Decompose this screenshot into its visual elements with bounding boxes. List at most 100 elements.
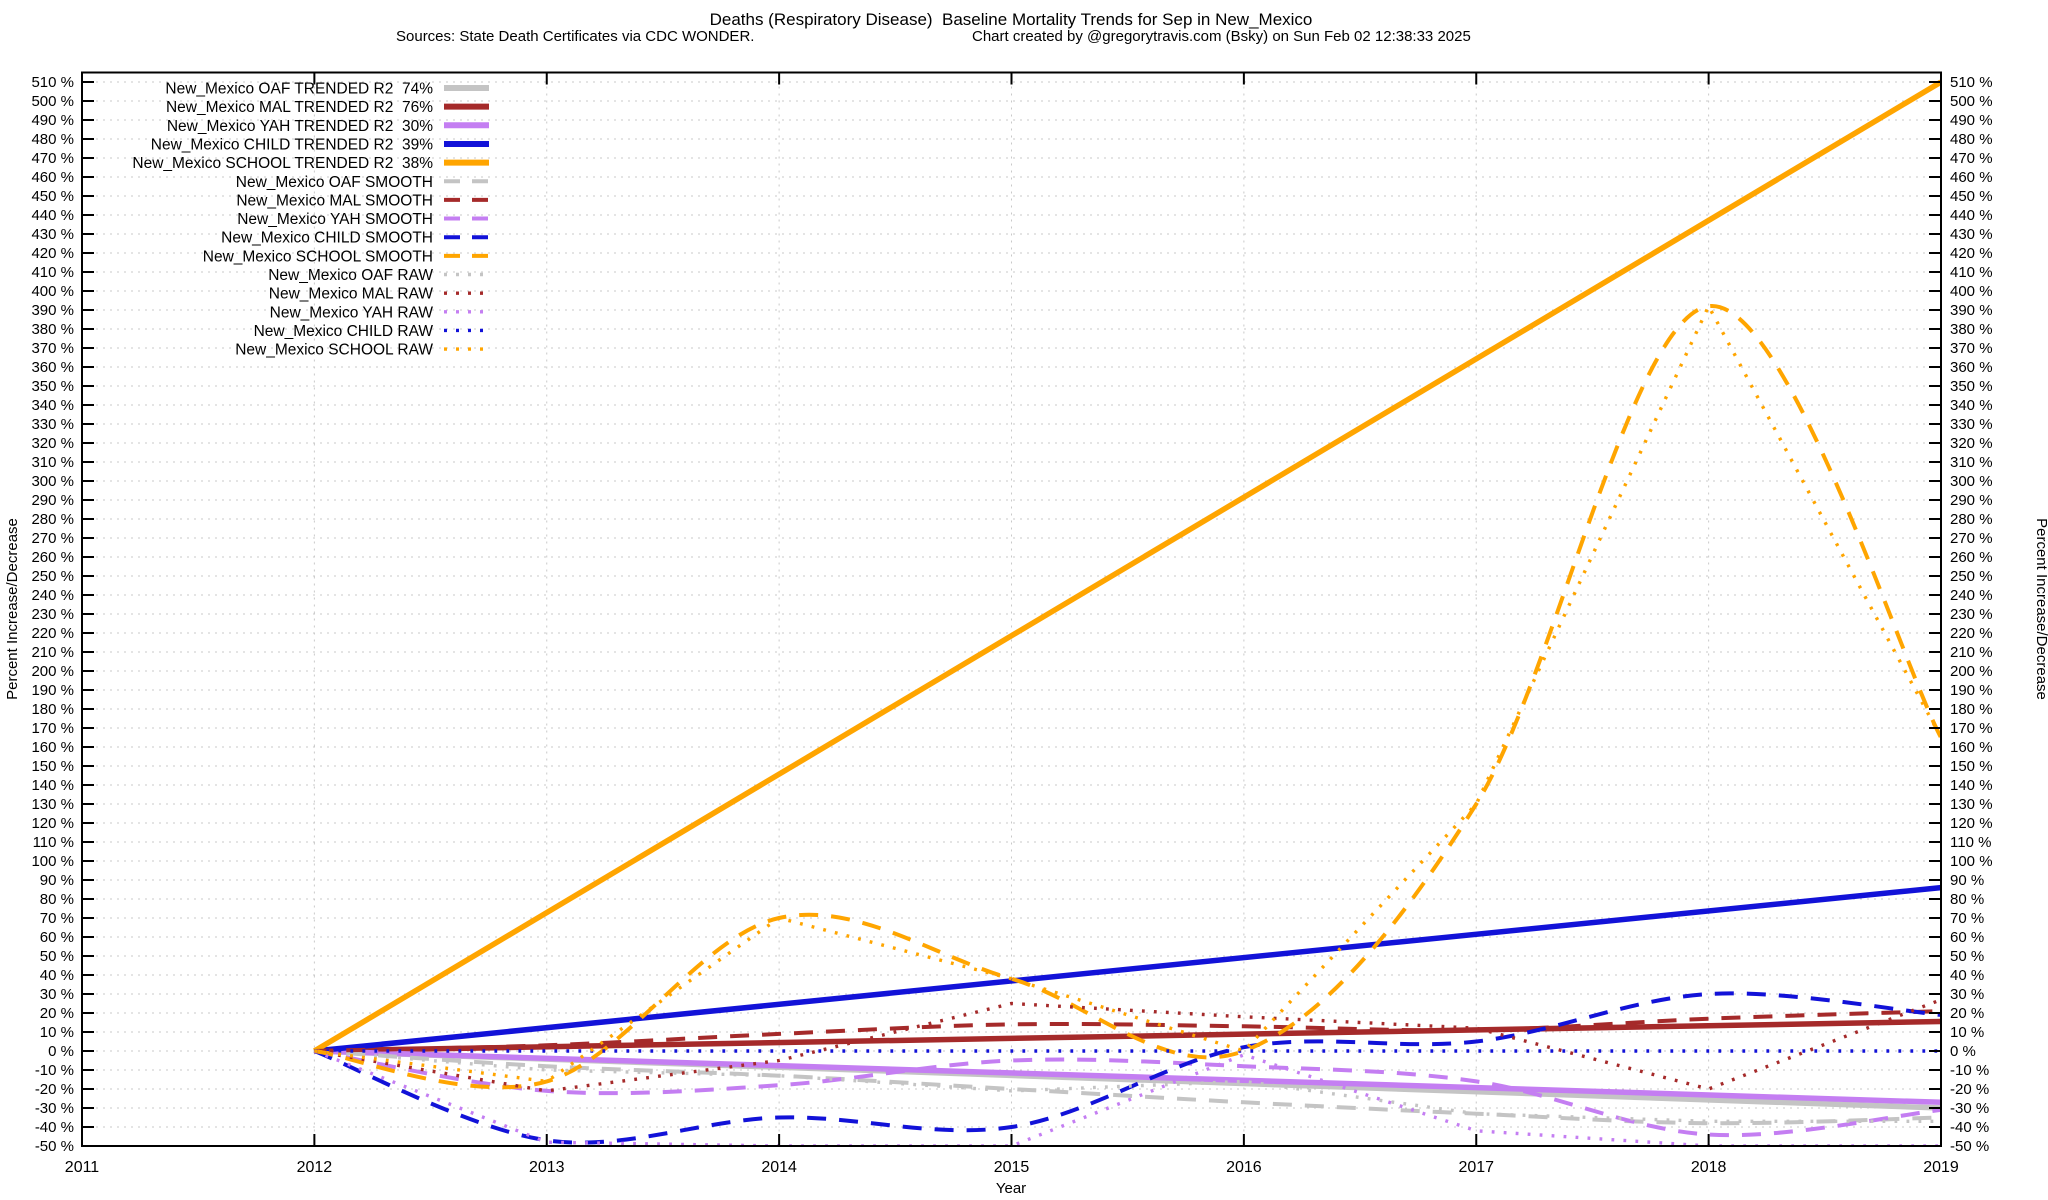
y-tick-label-right: 420 % — [1950, 245, 1993, 262]
legend-item-new-mexico-yah-trended-r2-30: New_Mexico YAH TRENDED R2 30% — [167, 118, 489, 135]
y-tick-label-right: 250 % — [1950, 568, 1993, 585]
y-tick-label-left: 250 % — [31, 568, 74, 585]
y-tick-label-left: 400 % — [31, 283, 74, 300]
y-tick-label-right: 50 % — [1950, 948, 1984, 965]
y-tick-label-right: 260 % — [1950, 549, 1993, 566]
y-tick-label-left: 90 % — [40, 872, 74, 889]
y-tick-label-right: 90 % — [1950, 872, 1984, 889]
y-tick-label-right: 440 % — [1950, 207, 1993, 224]
y-tick-label-right: 500 % — [1950, 93, 1993, 110]
series-line-new-mexico-school-trended-r2-38 — [312, 79, 1941, 1054]
y-tick-label-left: 80 % — [40, 891, 74, 908]
legend-item-new-mexico-school-raw: New_Mexico SCHOOL RAW — [235, 342, 489, 359]
y-tick-label-right: 20 % — [1950, 1005, 1984, 1022]
legend-label: New_Mexico SCHOOL RAW — [235, 342, 433, 359]
y-tick-label-right: 70 % — [1950, 910, 1984, 927]
y-tick-label-left: 240 % — [31, 587, 74, 604]
y-tick-label-right: 240 % — [1950, 587, 1993, 604]
y-tick-label-left: 310 % — [31, 454, 74, 471]
y-tick-label-right: 210 % — [1950, 644, 1993, 661]
y-tick-label-right: 200 % — [1950, 663, 1993, 680]
y-tick-label-right: 410 % — [1950, 264, 1993, 281]
y-tick-label-right: 320 % — [1950, 435, 1993, 452]
legend-label: New_Mexico YAH RAW — [270, 304, 434, 321]
y-tick-label-right: 150 % — [1950, 758, 1993, 775]
y-tick-label-right: 220 % — [1950, 625, 1993, 642]
legend-item-new-mexico-mal-raw: New_Mexico MAL RAW — [269, 286, 489, 303]
y-tick-label-right: 310 % — [1950, 454, 1993, 471]
x-axis-label: Year — [996, 1180, 1026, 1197]
y-tick-label-left: 210 % — [31, 644, 74, 661]
y-tick-label-right: 180 % — [1950, 701, 1993, 718]
y-tick-label-right: 40 % — [1950, 967, 1984, 984]
series-lines — [312, 79, 1941, 1146]
y-tick-label-right: 120 % — [1950, 815, 1993, 832]
series-line-new-mexico-mal-smooth — [314, 1009, 1941, 1053]
y-tick-label-left: 380 % — [31, 321, 74, 338]
y-tick-label-left: -20 % — [35, 1081, 74, 1098]
y-tick-label-left: 350 % — [31, 378, 74, 395]
series-line-new-mexico-yah-smooth — [314, 1049, 1941, 1138]
y-tick-label-right: 470 % — [1950, 150, 1993, 167]
x-tick-label: 2014 — [761, 1159, 797, 1176]
legend-label: New_Mexico OAF RAW — [268, 267, 433, 284]
y-tick-label-right: 170 % — [1950, 720, 1993, 737]
legend-item-new-mexico-child-trended-r2-39: New_Mexico CHILD TRENDED R2 39% — [151, 136, 489, 153]
legend-item-new-mexico-child-smooth: New_Mexico CHILD SMOOTH — [221, 230, 489, 247]
y-tick-label-left: 490 % — [31, 112, 74, 129]
y-tick-label-left: 40 % — [40, 967, 74, 984]
y-tick-label-left: 260 % — [31, 549, 74, 566]
legend-item-new-mexico-oaf-trended-r2-74: New_Mexico OAF TRENDED R2 74% — [165, 81, 489, 98]
legend-label: New_Mexico MAL RAW — [269, 286, 434, 303]
y-tick-label-left: 220 % — [31, 625, 74, 642]
y-tick-label-right: -30 % — [1950, 1100, 1989, 1117]
y-tick-label-right: 100 % — [1950, 853, 1993, 870]
chart-title: Deaths (Respiratory Disease) Baseline Mo… — [710, 10, 1313, 29]
y-tick-label-left: 470 % — [31, 150, 74, 167]
y-tick-label-left: 110 % — [33, 834, 74, 851]
legend-label: New_Mexico OAF TRENDED R2 74% — [165, 81, 433, 98]
y-tick-label-right: 280 % — [1950, 511, 1993, 528]
y-tick-label-left: 370 % — [31, 340, 74, 357]
legend-item-new-mexico-school-trended-r2-38: New_Mexico SCHOOL TRENDED R2 38% — [132, 155, 489, 172]
y-tick-label-right: 60 % — [1950, 929, 1984, 946]
series-line-new-mexico-child-smooth — [313, 991, 1941, 1145]
y-tick-label-left: 330 % — [31, 416, 74, 433]
legend-label: New_Mexico OAF SMOOTH — [236, 174, 433, 191]
legend-item-new-mexico-mal-trended-r2-76: New_Mexico MAL TRENDED R2 76% — [166, 99, 489, 116]
y-tick-label-right: 10 % — [1950, 1024, 1984, 1041]
y-tick-label-left: -30 % — [35, 1100, 74, 1117]
y-tick-label-right: 400 % — [1950, 283, 1993, 300]
y-axis-label-right: Percent Increase/Decrease — [2033, 518, 2048, 700]
y-tick-label-left: 140 % — [31, 777, 74, 794]
y-tick-label-left: 480 % — [31, 131, 74, 148]
y-tick-label-left: 280 % — [31, 511, 74, 528]
series-line-new-mexico-yah-raw — [313, 1049, 1941, 1146]
y-tick-label-left: 460 % — [31, 169, 74, 186]
x-tick-label: 2011 — [65, 1159, 100, 1176]
legend-label: New_Mexico SCHOOL TRENDED R2 38% — [132, 155, 433, 172]
legend-item-new-mexico-mal-smooth: New_Mexico MAL SMOOTH — [236, 192, 489, 209]
x-tick-label: 2012 — [297, 1159, 333, 1176]
legend-item-new-mexico-school-smooth: New_Mexico SCHOOL SMOOTH — [203, 248, 489, 265]
legend-label: New_Mexico MAL SMOOTH — [236, 192, 433, 209]
y-tick-label-left: 50 % — [40, 948, 74, 965]
y-tick-label-left: 180 % — [31, 701, 74, 718]
y-tick-label-left: 510 % — [31, 74, 74, 91]
legend-label: New_Mexico MAL TRENDED R2 76% — [166, 99, 433, 116]
y-tick-label-left: 430 % — [31, 226, 74, 243]
gridlines — [82, 72, 1941, 1147]
y-tick-label-right: 80 % — [1950, 891, 1984, 908]
legend-item-new-mexico-oaf-raw: New_Mexico OAF RAW — [268, 267, 489, 284]
y-tick-label-left: 420 % — [31, 245, 74, 262]
series-line-new-mexico-child-trended-r2-39 — [314, 884, 1941, 1054]
y-tick-label-right: 370 % — [1950, 340, 1993, 357]
y-tick-label-left: 390 % — [31, 302, 74, 319]
y-tick-label-left: 60 % — [40, 929, 74, 946]
y-tick-label-left: 30 % — [40, 986, 74, 1003]
y-tick-label-left: 360 % — [31, 359, 74, 376]
y-tick-label-left: 70 % — [40, 910, 74, 927]
legend-label: New_Mexico SCHOOL SMOOTH — [203, 248, 433, 265]
